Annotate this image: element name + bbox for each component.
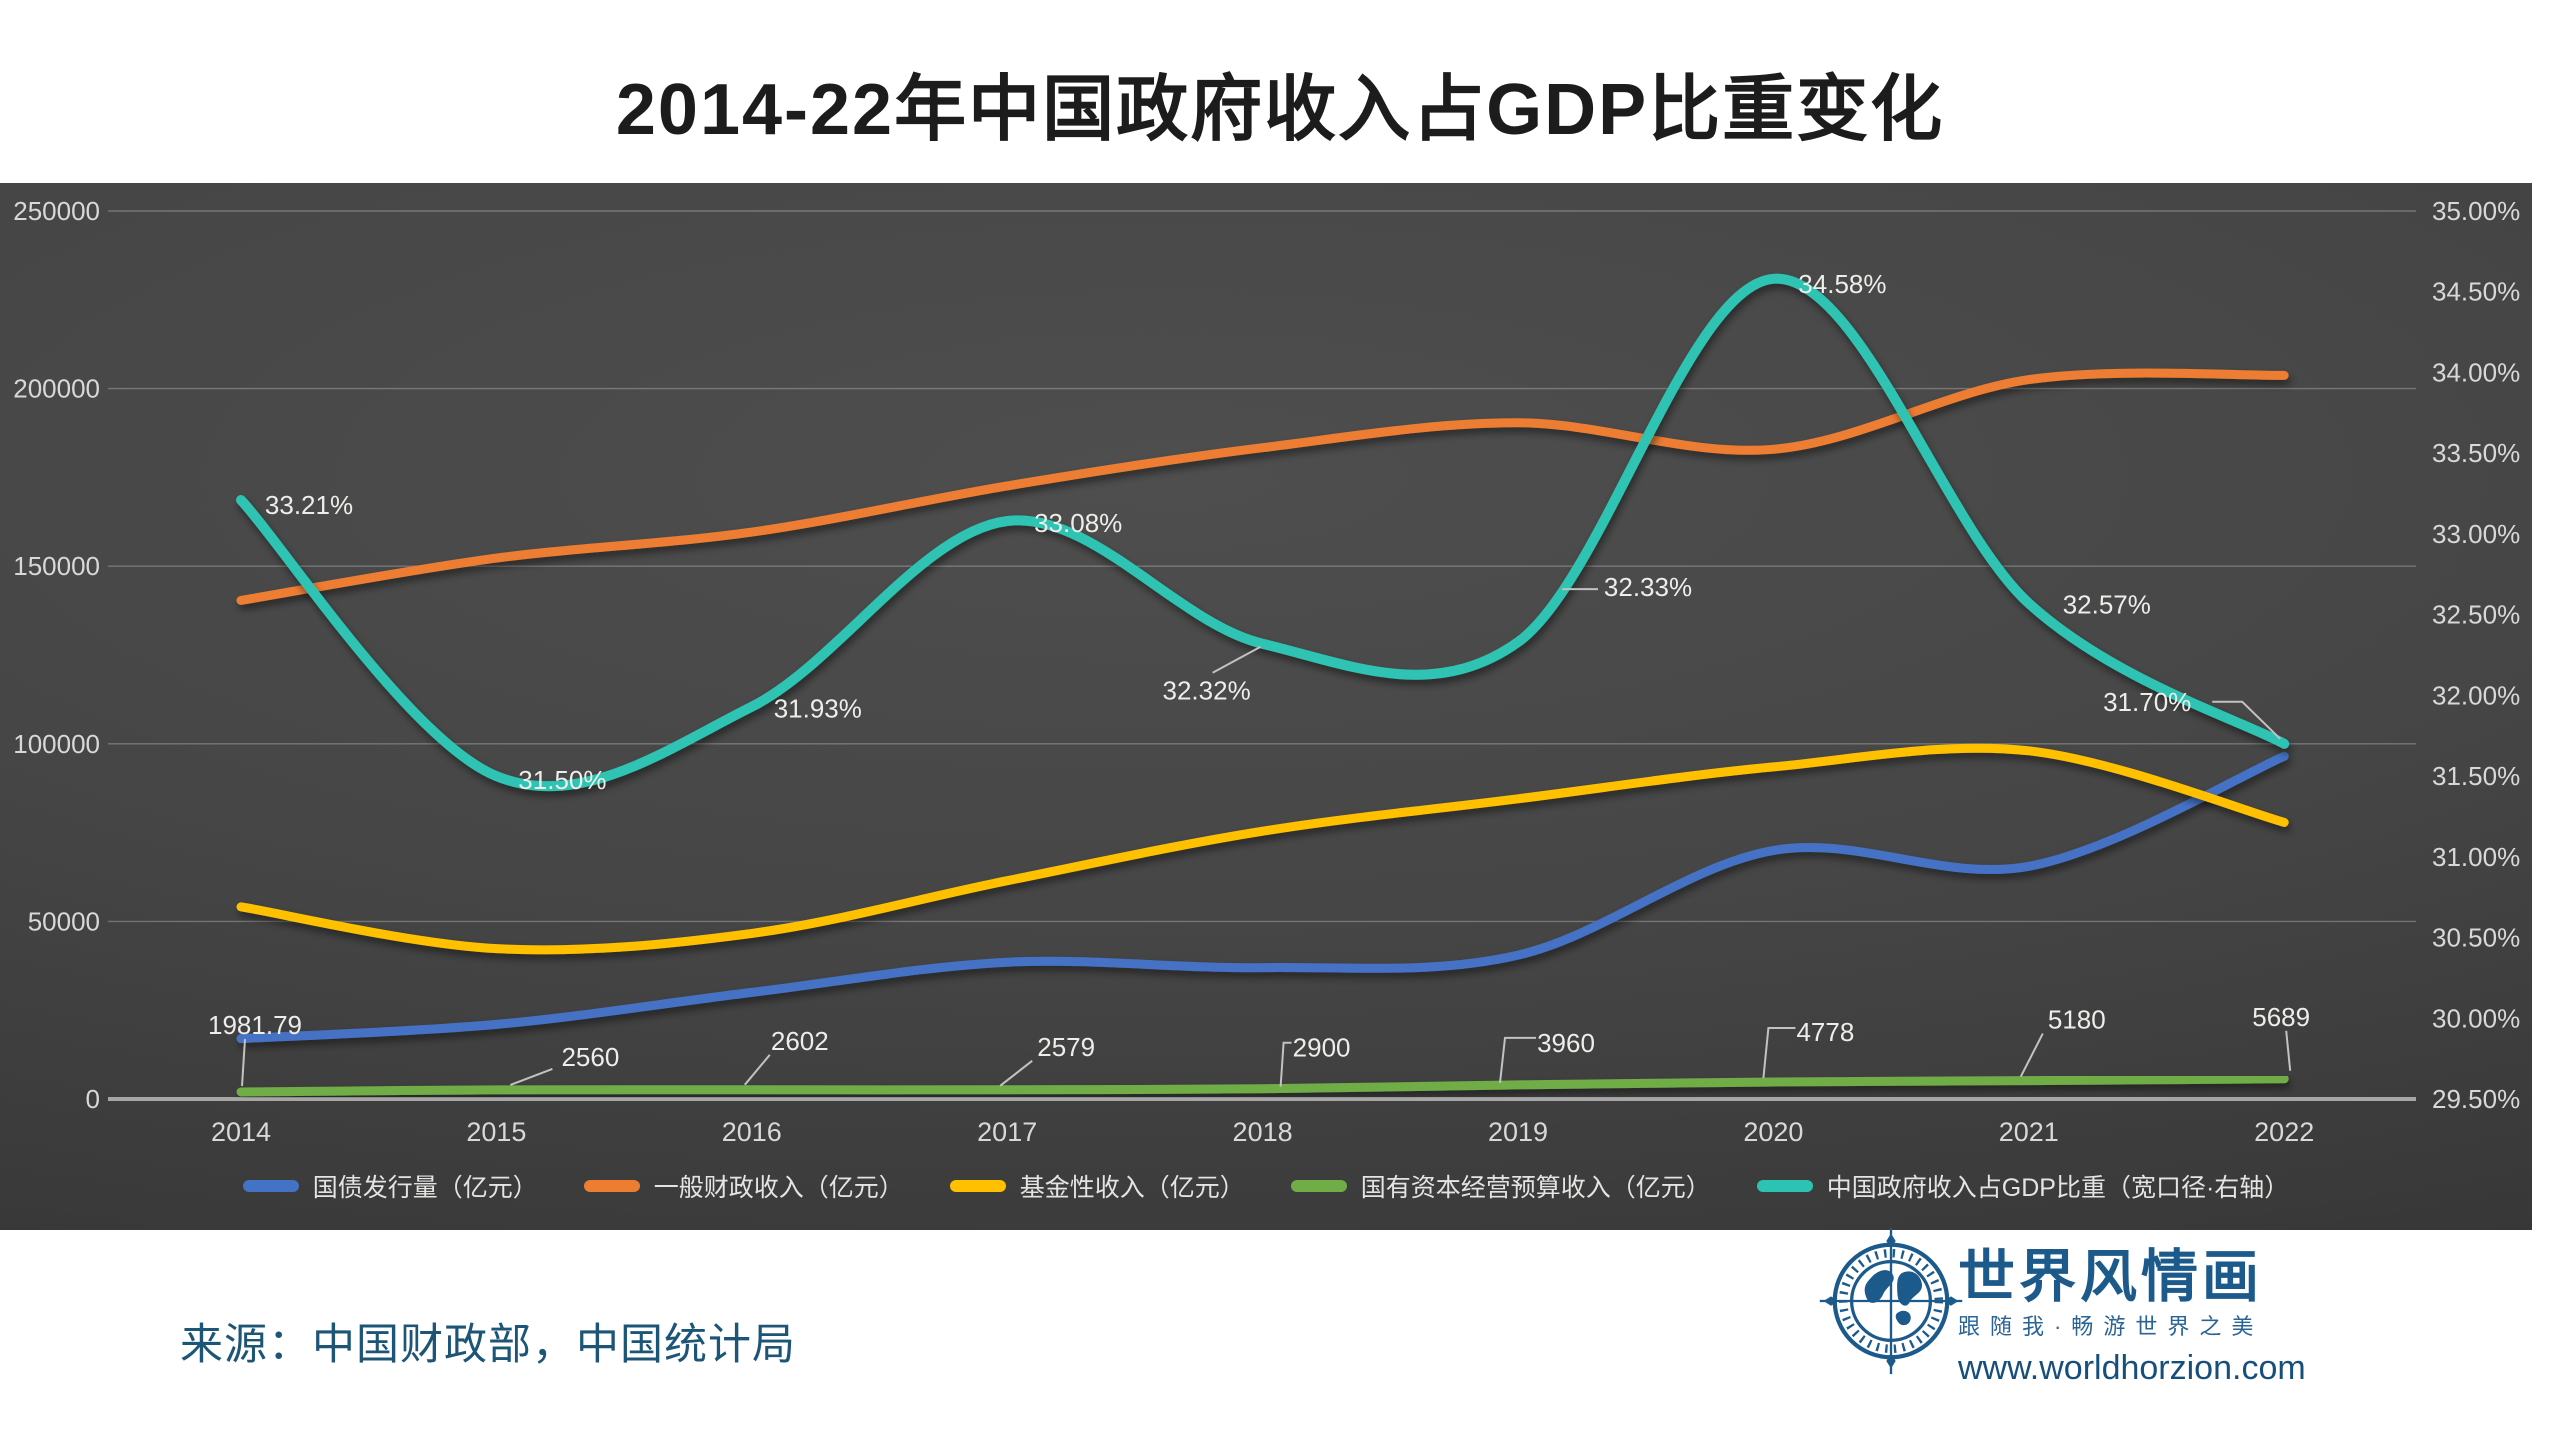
left-axis-tick-label: 200000 — [13, 374, 100, 404]
left-axis-tick-label: 50000 — [28, 906, 100, 936]
data-label: 3960 — [1537, 1028, 1595, 1058]
data-label: 32.32% — [1163, 676, 1251, 706]
legend-swatch — [242, 1180, 299, 1192]
compass-globe-icon — [1819, 1227, 1963, 1375]
x-axis-tick-label: 2017 — [977, 1117, 1037, 1147]
right-axis-tick-label: 31.50% — [2432, 761, 2520, 791]
brand-website: www.worldhorzion.com — [1958, 1349, 2306, 1387]
left-axis-tick-label: 0 — [86, 1084, 100, 1114]
data-label: 34.58% — [1798, 269, 1886, 299]
data-label-leader — [510, 1067, 553, 1086]
right-axis-tick-label: 33.50% — [2432, 438, 2520, 468]
data-label: 31.50% — [518, 765, 606, 795]
right-axis-tick-label: 30.50% — [2432, 923, 2520, 953]
data-label-leader — [2212, 700, 2281, 740]
x-axis-tick-label: 2022 — [2254, 1117, 2314, 1147]
legend-item: 国债发行量（亿元） — [242, 1168, 538, 1204]
right-axis-tick-label: 34.50% — [2432, 277, 2520, 307]
legend-label: 一般财政收入（亿元） — [653, 1174, 904, 1202]
legend-swatch — [583, 1180, 640, 1192]
right-axis-tick-label: 30.00% — [2432, 1003, 2520, 1033]
data-label: 31.93% — [774, 694, 862, 724]
series-line — [236, 751, 2289, 1044]
data-label: 2602 — [771, 1026, 829, 1056]
legend-item: 一般财政收入（亿元） — [583, 1168, 904, 1204]
x-axis-tick-label: 2016 — [722, 1117, 782, 1147]
data-label-leader — [1762, 1027, 1796, 1079]
data-label: 33.21% — [265, 490, 353, 520]
legend-item: 基金性收入（亿元） — [949, 1168, 1245, 1204]
legend-item: 中国政府收入占GDP比重（宽口径·右轴） — [1756, 1168, 2290, 1204]
line-chart: 0 50000 100000 150000 200000 250000 29.50% 30.0… — [13, 196, 2520, 1147]
right-axis-tick-label: 29.50% — [2432, 1084, 2520, 1114]
right-axis-tick-label: 31.00% — [2432, 842, 2520, 872]
data-label-leader — [1279, 1041, 1292, 1087]
series-line — [236, 273, 2290, 792]
logo-text: 世界风情画 跟随我·畅游世界之美 www.worldhorzion.com — [1958, 1245, 2306, 1387]
legend-label: 中国政府收入占GDP比重（宽口径·右轴） — [1826, 1174, 2290, 1202]
chart-panel: 0 50000 100000 150000 200000 250000 29.50% 30.0… — [0, 183, 2532, 1230]
right-axis-tick-label: 32.50% — [2432, 600, 2520, 630]
right-axis-tick-label: 33.00% — [2432, 519, 2520, 549]
x-axis-tick-label: 2021 — [1999, 1117, 2059, 1147]
left-axis-tick-label: 150000 — [13, 551, 100, 581]
legend-label: 基金性收入（亿元） — [1019, 1174, 1245, 1202]
data-label: 33.08% — [1034, 508, 1122, 538]
data-label-leader — [999, 1060, 1033, 1087]
right-axis-tick-label: 34.00% — [2432, 357, 2520, 387]
data-label-leader — [1212, 645, 1262, 674]
left-axis-tick-label: 250000 — [13, 196, 100, 226]
series-line — [236, 368, 2289, 605]
chart-legend: 国债发行量（亿元） 一般财政收入（亿元） 基金性收入（亿元） 国有资本经营预算收入（亿… — [0, 1168, 2532, 1204]
right-axis-tick-label: 35.00% — [2432, 196, 2520, 226]
series-line — [236, 1074, 2289, 1097]
data-label: 32.33% — [1604, 572, 1692, 602]
data-label: 5180 — [2048, 1005, 2106, 1035]
data-label: 2900 — [1293, 1033, 1351, 1063]
data-label-leader — [2285, 1030, 2292, 1071]
legend-swatch — [1290, 1180, 1347, 1192]
data-label-leader — [744, 1054, 771, 1086]
legend-label: 国有资本经营预算收入（亿元） — [1360, 1174, 1711, 1202]
legend-label: 国债发行量（亿元） — [312, 1174, 538, 1202]
x-axis-tick-label: 2020 — [1743, 1117, 1803, 1147]
left-axis-tick-label: 100000 — [13, 729, 100, 759]
data-label: 31.70% — [2103, 687, 2191, 717]
data-label-leader — [1499, 1036, 1536, 1084]
data-label: 32.57% — [2063, 589, 2151, 619]
data-label-leader — [241, 1038, 246, 1087]
x-axis-tick-label: 2019 — [1488, 1117, 1548, 1147]
data-label-leader — [2019, 1033, 2044, 1078]
page-title: 2014-22年中国政府收入占GDP比重变化 — [615, 70, 1945, 150]
data-label: 1981.79 — [208, 1010, 302, 1040]
data-label: 2560 — [561, 1042, 619, 1072]
series-line — [236, 743, 2289, 955]
brand-tagline: 跟随我·畅游世界之美 — [1958, 1314, 2264, 1339]
brand-logo: 世界风情画 跟随我·畅游世界之美 www.worldhorzion.com — [1819, 1227, 2380, 1417]
source-note: 来源：中国财政部，中国统计局 — [180, 1321, 796, 1369]
legend-swatch — [949, 1180, 1006, 1192]
x-axis-tick-label: 2015 — [466, 1117, 526, 1147]
x-axis-tick-label: 2014 — [211, 1117, 271, 1147]
data-label: 5689 — [2252, 1002, 2310, 1032]
legend-item: 国有资本经营预算收入（亿元） — [1290, 1168, 1711, 1204]
x-axis-tick-label: 2018 — [1233, 1117, 1293, 1147]
data-label: 4778 — [1796, 1017, 1854, 1047]
data-label: 2579 — [1037, 1032, 1095, 1062]
legend-swatch — [1756, 1180, 1813, 1192]
right-axis-tick-label: 32.00% — [2432, 680, 2520, 710]
brand-name: 世界风情画 — [1958, 1245, 2263, 1309]
